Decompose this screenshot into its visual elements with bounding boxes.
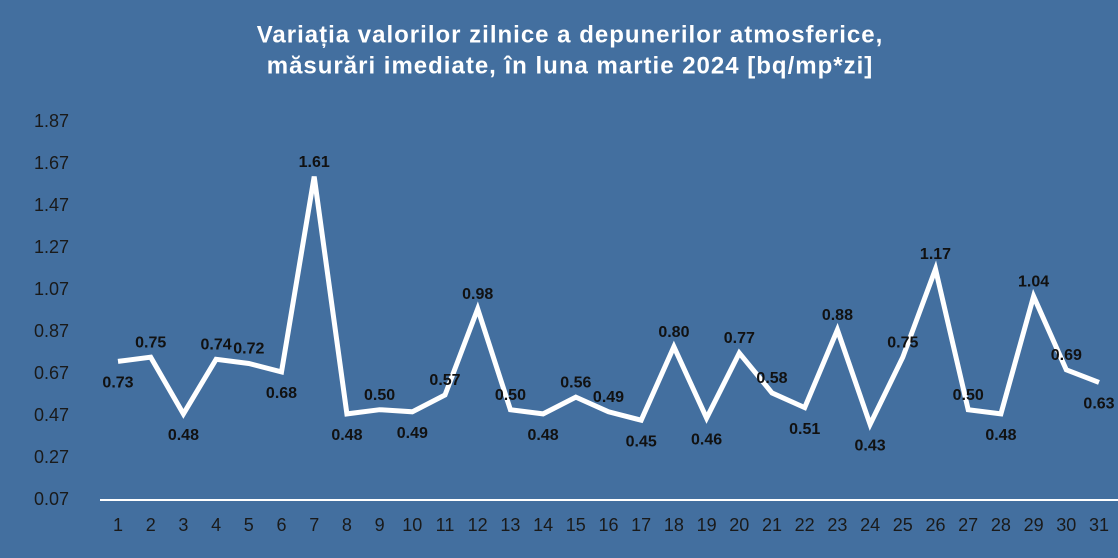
x-tick-label: 27 [958, 515, 978, 535]
data-label: 0.56 [560, 374, 591, 391]
x-tick-label: 24 [860, 515, 880, 535]
x-tick-label: 30 [1056, 515, 1076, 535]
y-tick-label: 1.07 [34, 279, 69, 299]
data-label: 0.57 [429, 372, 460, 389]
x-tick-label: 12 [468, 515, 488, 535]
y-tick-label: 1.27 [34, 237, 69, 257]
data-label: 0.73 [102, 375, 133, 392]
y-tick-label: 1.47 [34, 195, 69, 215]
x-tick-label: 7 [309, 515, 319, 535]
x-tick-label: 16 [598, 515, 618, 535]
x-tick-label: 25 [893, 515, 913, 535]
x-tick-label: 14 [533, 515, 553, 535]
x-tick-label: 29 [1024, 515, 1044, 535]
data-label: 1.17 [920, 246, 951, 263]
data-label: 0.72 [233, 341, 264, 358]
y-tick-label: 0.27 [34, 447, 69, 467]
x-tick-label: 3 [178, 515, 188, 535]
x-tick-label: 21 [762, 515, 782, 535]
x-tick-label: 5 [244, 515, 254, 535]
data-label: 0.45 [626, 433, 657, 450]
data-label: 0.63 [1083, 396, 1114, 413]
data-label: 0.75 [135, 334, 166, 351]
x-tick-label: 9 [375, 515, 385, 535]
x-tick-label: 13 [500, 515, 520, 535]
x-tick-label: 15 [566, 515, 586, 535]
y-tick-label: 1.67 [34, 153, 69, 173]
y-tick-label: 0.07 [34, 489, 69, 509]
x-tick-label: 19 [697, 515, 717, 535]
data-label: 0.51 [789, 421, 820, 438]
x-tick-label: 10 [402, 515, 422, 535]
data-label: 0.98 [462, 286, 493, 303]
x-tick-label: 26 [925, 515, 945, 535]
y-tick-label: 0.47 [34, 405, 69, 425]
data-label: 0.58 [756, 370, 787, 387]
data-label: 1.04 [1018, 274, 1049, 291]
y-tick-label: 0.87 [34, 321, 69, 341]
x-tick-label: 20 [729, 515, 749, 535]
data-label: 0.68 [266, 385, 297, 402]
data-label: 0.80 [658, 324, 689, 341]
x-tick-label: 8 [342, 515, 352, 535]
data-label: 0.74 [201, 337, 232, 354]
chart-title: Variația valorilor zilnice a depunerilor… [257, 21, 884, 48]
data-label: 0.48 [168, 427, 199, 444]
data-label: 0.49 [593, 389, 624, 406]
chart-title: măsurări imediate, în luna martie 2024 [… [267, 52, 874, 79]
data-label: 0.48 [331, 427, 362, 444]
y-tick-label: 0.67 [34, 363, 69, 383]
x-tick-label: 18 [664, 515, 684, 535]
data-label: 1.61 [299, 154, 330, 171]
data-label: 0.77 [724, 330, 755, 347]
x-tick-label: 4 [211, 515, 221, 535]
x-tick-label: 11 [436, 515, 455, 535]
x-tick-label: 28 [991, 515, 1011, 535]
data-label: 0.48 [528, 427, 559, 444]
x-tick-label: 1 [113, 515, 123, 535]
x-tick-label: 22 [795, 515, 815, 535]
x-tick-label: 2 [146, 515, 156, 535]
data-label: 0.88 [822, 307, 853, 324]
x-tick-label: 17 [631, 515, 651, 535]
data-label: 0.50 [953, 387, 984, 404]
data-label: 0.43 [855, 438, 886, 455]
x-tick-label: 23 [827, 515, 847, 535]
x-tick-label: 6 [276, 515, 286, 535]
data-label: 0.49 [397, 425, 428, 442]
data-label: 0.75 [887, 334, 918, 351]
y-tick-label: 1.87 [34, 111, 69, 131]
data-label: 0.48 [985, 427, 1016, 444]
data-label: 0.50 [495, 387, 526, 404]
data-label: 0.50 [364, 387, 395, 404]
data-label: 0.46 [691, 431, 722, 448]
data-label: 0.69 [1051, 347, 1082, 364]
x-tick-label: 31 [1089, 515, 1109, 535]
line [117, 176, 1100, 431]
